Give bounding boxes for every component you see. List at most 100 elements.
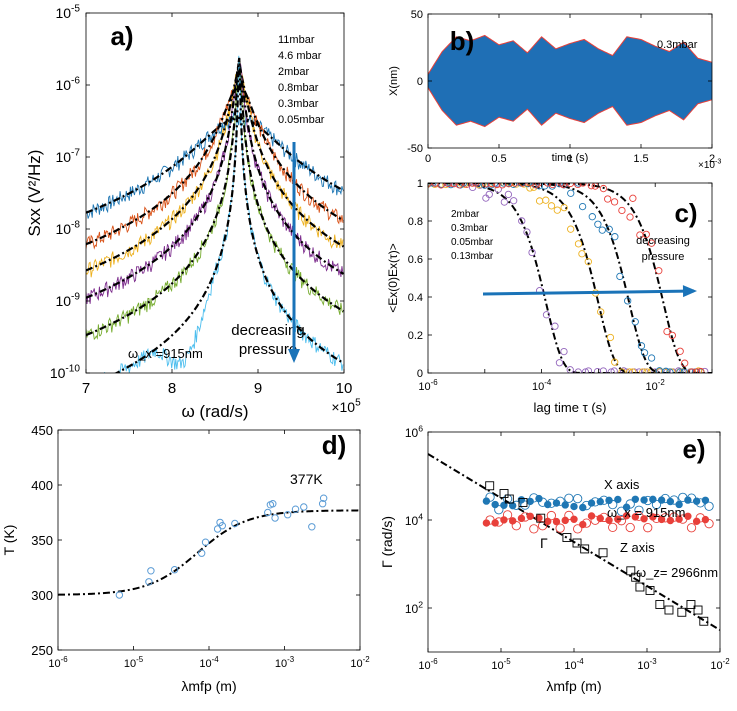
- y-tick-label: -50: [407, 143, 423, 155]
- filled-point: [535, 494, 543, 503]
- data-point: [291, 505, 300, 513]
- x-tick-label: 10-3: [275, 655, 295, 670]
- square-point: [518, 498, 528, 507]
- data-point: [308, 523, 316, 531]
- data-point: [201, 538, 210, 546]
- data-trace-11mbar: [86, 112, 344, 219]
- data-trace-2mbar: [86, 68, 344, 278]
- data-point: [319, 494, 328, 502]
- arrow-label: decreasing: [636, 235, 690, 247]
- open-point: [485, 492, 495, 502]
- data-point: [147, 567, 155, 575]
- data-point-0.3mbar: [542, 196, 550, 204]
- square-point: [677, 607, 687, 617]
- data-point-0.13mbar: [676, 347, 684, 355]
- oscillation-signal: [428, 35, 712, 127]
- square-point: [499, 489, 509, 498]
- annotation-gamma: Γ: [540, 535, 548, 551]
- data-point: [115, 591, 124, 599]
- open-point: [573, 493, 583, 504]
- y-tick-label: 450: [31, 423, 53, 438]
- data-point-2mbar: [560, 347, 568, 356]
- y-tick-label: 0.6: [408, 254, 423, 266]
- data-point-0.3mbar: [578, 250, 586, 258]
- data-point-0.05mbar: [598, 226, 606, 234]
- fit-curve-0.05mbar: [114, 57, 344, 373]
- filled-point: [631, 495, 640, 503]
- square-point: [686, 600, 696, 609]
- x-axis-label: lag time τ (s): [533, 400, 606, 415]
- data-point-0.05mbar: [637, 342, 646, 350]
- filled-point: [640, 515, 648, 523]
- data-point-0.13mbar: [587, 183, 596, 190]
- data-point: [145, 578, 153, 586]
- fit-curve-0.3mbar: [86, 57, 344, 337]
- x-tick-label: 8: [168, 380, 176, 397]
- y-tick-label: 104: [405, 512, 423, 528]
- square-point: [572, 538, 582, 548]
- panel-d: 10-6 10-5 10-4 10-3 10-2 250 300 350 400 450 λmfp …: [1, 423, 370, 694]
- data-point-0.13mbar: [450, 183, 458, 188]
- data-point-0.05mbar: [555, 183, 563, 188]
- data-point-0.05mbar: [611, 233, 619, 241]
- data-point-0.05mbar: [666, 368, 674, 373]
- fit-curve-2mbar: [86, 71, 344, 272]
- data-point-0.13mbar: [599, 184, 608, 193]
- data-point-0.3mbar: [625, 368, 634, 373]
- y-tick-label: 0: [417, 368, 423, 380]
- data-point-0.13mbar: [655, 267, 663, 275]
- y-tick-label: 300: [31, 588, 53, 603]
- open-point: [529, 524, 539, 534]
- data-point-0.3mbar: [584, 258, 592, 266]
- data-point-2mbar: [482, 194, 490, 202]
- data-point-2mbar: [674, 367, 683, 373]
- y-tick-label: 10-8: [55, 220, 80, 237]
- y-tick-label: 10-6: [55, 76, 80, 93]
- open-point: [520, 500, 530, 510]
- x-tick-label: 10-4: [532, 378, 552, 393]
- data-point-0.3mbar: [639, 368, 647, 373]
- square-point: [699, 616, 709, 626]
- fit-curve-11mbar: [86, 116, 344, 214]
- panel-d-frame: [57, 429, 361, 651]
- data-point-2mbar: [542, 311, 551, 319]
- x-axis-label: λmfp (m): [546, 678, 601, 694]
- panel-d-plot-area: [58, 494, 360, 599]
- data-point-0.3mbar: [526, 184, 534, 192]
- data-point-0.13mbar: [482, 183, 490, 188]
- y-axis-label: T (K): [1, 525, 17, 556]
- fit-curve: [58, 509, 360, 596]
- fit-line: [428, 453, 720, 631]
- pressure-arrow-head: [682, 285, 697, 298]
- x-tick-label: 7: [82, 380, 90, 397]
- data-point-2mbar: [504, 190, 513, 199]
- annotation-omega-x: ω_x = 915nm: [607, 505, 685, 520]
- data-point-0.13mbar: [532, 183, 540, 189]
- y-tick-label: 1: [417, 178, 423, 190]
- data-point-0.3mbar: [574, 240, 583, 248]
- y-tick-label: 250: [31, 643, 53, 658]
- open-point: [494, 505, 504, 515]
- data-point-2mbar: [581, 368, 590, 373]
- filled-point: [491, 500, 499, 509]
- data-point-0.05mbar: [535, 183, 543, 190]
- x-tick-label: 10-6: [48, 655, 68, 670]
- data-point-0.13mbar: [692, 368, 701, 373]
- annotation-x-axis: X axis: [604, 477, 640, 492]
- data-point-0.3mbar: [547, 202, 556, 210]
- x-tick-label: 0.5: [491, 153, 506, 165]
- data-point-2mbar: [528, 248, 536, 257]
- square-point: [485, 481, 495, 491]
- x-tick-label: 10-3: [637, 657, 657, 672]
- y-axis-label: Γ (rad/s): [379, 516, 395, 568]
- open-point: [616, 506, 627, 516]
- filled-point: [622, 512, 631, 520]
- square-point: [645, 586, 655, 595]
- legend-entry: 4.6 mbar: [278, 50, 322, 62]
- open-point: [608, 522, 618, 533]
- data-point-2mbar: [555, 359, 564, 367]
- filled-point: [482, 519, 491, 527]
- arrow-label: pressure: [642, 251, 685, 263]
- data-trace-0.8mbar: [86, 60, 344, 305]
